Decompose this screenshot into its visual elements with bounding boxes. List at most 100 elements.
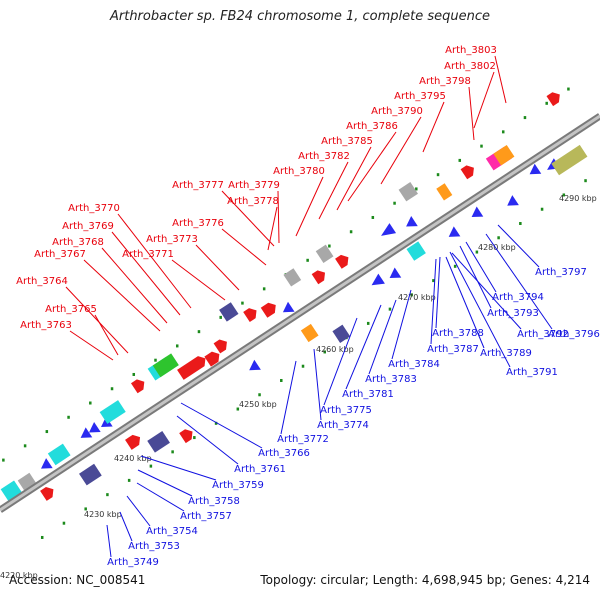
tick-dot: [89, 401, 92, 405]
gene-label-reverse: Arth_3774: [317, 420, 369, 431]
reverse-gene-arrow: [448, 226, 461, 237]
gene-feature: [493, 144, 515, 166]
gene-label-reverse: Arth_3792: [517, 329, 569, 340]
label-leader-line: [267, 206, 278, 251]
gene-box: [152, 353, 179, 378]
gene-feature: [213, 339, 227, 354]
tick-label: 4260 kbp: [316, 345, 354, 354]
tick-dot: [127, 478, 131, 482]
label-leader-line: [459, 245, 492, 309]
gene-feature: [335, 254, 349, 269]
tick-dot: [23, 444, 27, 448]
gene-label-reverse: Arth_3797: [535, 267, 587, 278]
gene-box: [147, 431, 170, 453]
label-leader-line: [445, 256, 485, 349]
gene-feature: [125, 434, 141, 450]
tick-label: 4270 kbp: [398, 293, 436, 302]
forward-gene-arrow: [311, 270, 326, 285]
gene-box: [398, 182, 418, 202]
backbone-layer: [0, 113, 600, 513]
tick-label: 4250 kbp: [239, 400, 277, 409]
gene-feature: [315, 244, 334, 263]
gene-label-forward: Arth_3777: [172, 180, 224, 191]
reverse-gene-arrow: [389, 267, 402, 279]
tick-dot: [149, 464, 153, 468]
reverse-gene-arrow: [80, 427, 93, 438]
tick-label: 4230 kbp: [84, 510, 122, 519]
label-leader-line: [83, 259, 161, 332]
tick-dot: [323, 350, 326, 354]
backbone: [0, 114, 600, 512]
gene-feature: [551, 144, 588, 176]
gene-feature: [0, 480, 22, 501]
reverse-gene-arrow: [471, 206, 484, 218]
tick-dot: [328, 244, 331, 248]
gene-label-forward: Arth_3785: [321, 136, 373, 147]
gene-feature: [471, 206, 484, 218]
gene-label-forward: Arth_3771: [122, 249, 174, 260]
forward-gene-arrow: [335, 254, 349, 269]
forward-gene-arrow: [177, 356, 206, 380]
gene-feature: [243, 308, 257, 323]
gene-feature: [89, 421, 101, 433]
gene-feature: [130, 379, 145, 394]
gene-label-forward: Arth_3790: [371, 106, 423, 117]
tick-labels-layer: 4220 kbp 4230 kbp 4240 kbp 4250 kbp 4260 kbp…: [0, 194, 597, 580]
tick-dot: [110, 387, 114, 391]
label-leader-line: [318, 161, 349, 220]
gene-feature: [219, 302, 239, 322]
label-leader-line: [117, 213, 192, 309]
gene-feature: [381, 223, 397, 236]
gene-feature: [79, 463, 102, 486]
gene-feature: [99, 400, 126, 424]
reverse-gene-arrow: [406, 216, 418, 227]
label-leader-line: [336, 146, 372, 211]
label-leaders-layer: [65, 55, 553, 558]
label-leader-line: [101, 247, 168, 324]
gene-box: [332, 324, 351, 343]
label-leader-line: [380, 116, 422, 185]
reverse-gene-arrow: [507, 195, 519, 206]
label-leader-line: [451, 252, 522, 330]
label-leader-line: [345, 304, 382, 390]
gene-label-reverse: Arth_3754: [146, 526, 198, 537]
gene-label-forward: Arth_3763: [20, 320, 72, 331]
tick-dot: [45, 430, 49, 434]
gene-box: [47, 443, 71, 466]
tick-dot: [371, 215, 375, 219]
tick-dot: [480, 144, 483, 148]
tick-dot: [458, 158, 462, 162]
tick-dot: [241, 301, 244, 305]
tick-dot: [453, 264, 457, 268]
gene-label-forward: Arth_3778: [227, 196, 279, 207]
tick-dot: [410, 293, 413, 297]
gene-box: [551, 144, 588, 176]
label-leader-line: [176, 415, 239, 465]
gene-label-reverse: Arth_3784: [388, 359, 440, 370]
gene-label-reverse: Arth_3757: [180, 511, 232, 522]
gene-label-reverse: Arth_3796: [548, 329, 600, 340]
gene-box: [99, 400, 126, 424]
tick-label: 4240 kbp: [114, 454, 152, 463]
tick-dot: [366, 321, 370, 325]
gene-feature: [40, 487, 54, 501]
gene-label-forward: Arth_3764: [16, 276, 68, 287]
label-leader-line: [136, 482, 185, 512]
gene-label-forward: Arth_3780: [273, 166, 325, 177]
forward-gene-arrow: [130, 379, 145, 394]
gene-feature: [282, 301, 295, 313]
tick-dot: [436, 173, 440, 177]
gene-label-forward: Arth_3798: [419, 76, 471, 87]
label-leader-line: [391, 289, 412, 360]
tick-dot: [388, 307, 392, 311]
gene-label-reverse: Arth_3772: [277, 434, 329, 445]
gene-label-forward: Arth_3773: [146, 234, 198, 245]
label-leader-line: [494, 55, 507, 104]
reverse-gene-arrow: [529, 163, 542, 175]
label-leader-line: [65, 286, 129, 354]
gene-label-forward: Arth_3779: [228, 180, 280, 191]
label-leader-line: [422, 101, 445, 153]
label-leader-line: [195, 244, 240, 291]
gene-label-reverse: Arth_3788: [432, 328, 484, 339]
